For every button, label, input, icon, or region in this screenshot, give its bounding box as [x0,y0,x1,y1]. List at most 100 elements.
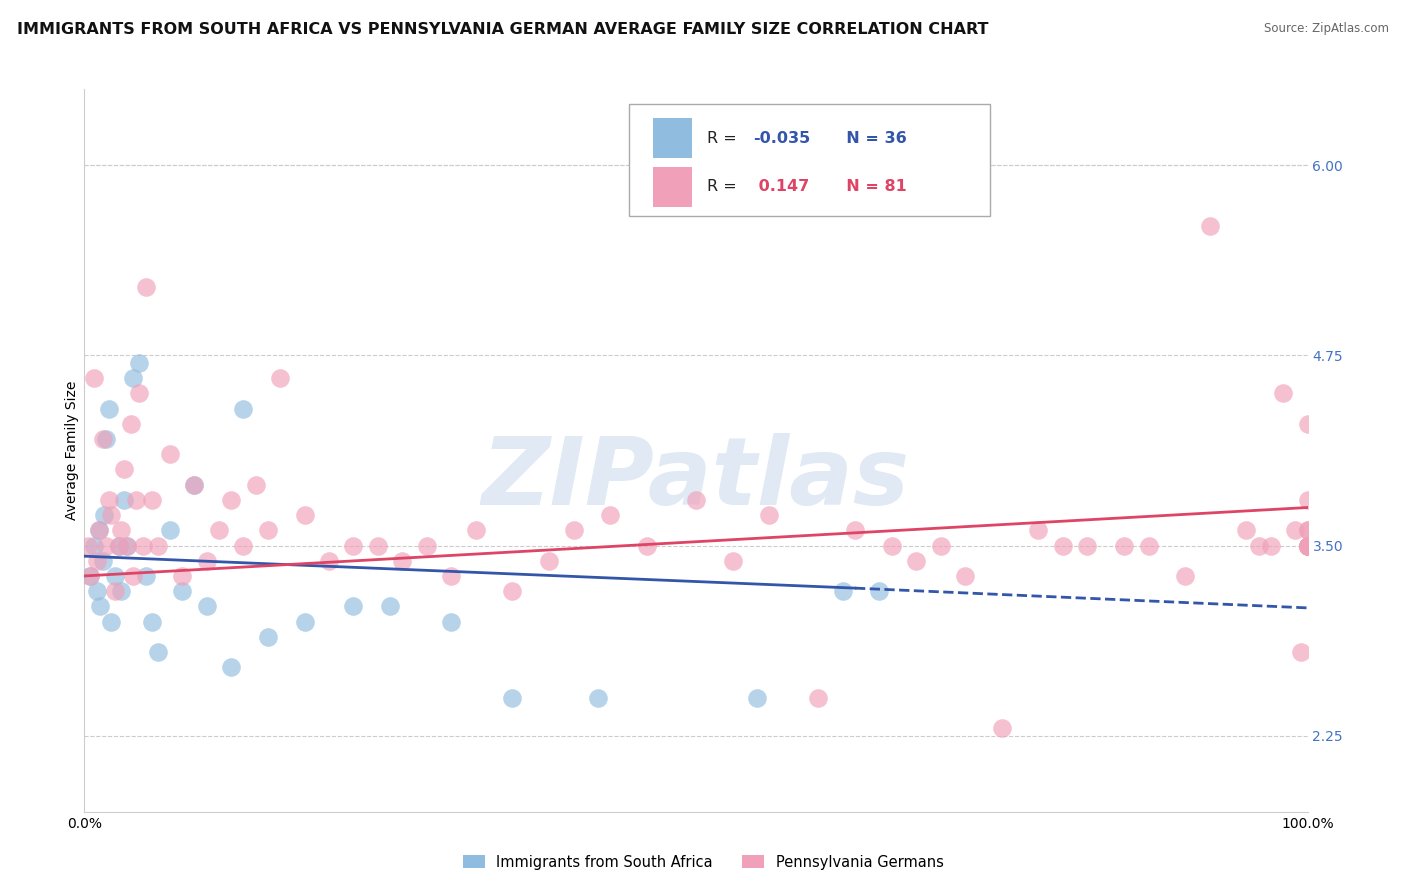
Point [77,539,100,553]
Point [538,554,561,568]
Point [380,599,402,614]
Point [721,554,744,568]
Point [1296,539,1319,553]
Text: -0.035: -0.035 [754,131,811,145]
Point [636,539,658,553]
Point [110,524,132,538]
Point [115,539,138,553]
Point [416,539,439,553]
Point [1296,524,1319,538]
Point [172,584,194,599]
Point [104,569,127,583]
Point [245,477,267,491]
Point [232,401,254,416]
Point [195,554,218,568]
Point [1296,539,1319,553]
Point [562,524,585,538]
Point [132,539,155,553]
Point [747,690,769,705]
Point [1052,539,1074,553]
Point [685,492,707,507]
Text: IMMIGRANTS FROM SOUTH AFRICA VS PENNSYLVANIA GERMAN AVERAGE FAMILY SIZE CORRELAT: IMMIGRANTS FROM SOUTH AFRICA VS PENNSYLV… [17,22,988,37]
Point [1296,524,1319,538]
Point [1247,539,1270,553]
Point [112,492,135,507]
Point [502,690,524,705]
Text: N = 81: N = 81 [835,179,907,194]
Point [97,492,120,507]
Point [159,524,181,538]
Point [91,554,114,568]
Point [208,524,231,538]
Point [257,524,280,538]
Point [91,432,114,446]
Point [905,554,928,568]
Point [1296,539,1319,553]
Point [1284,524,1306,538]
Point [112,462,135,476]
Point [1296,539,1319,553]
Point [79,569,101,583]
Point [183,477,205,491]
Point [146,539,169,553]
Point [1076,539,1098,553]
Point [391,554,413,568]
Point [1137,539,1160,553]
Point [269,371,291,385]
Point [97,401,120,416]
Point [844,524,866,538]
Point [122,371,145,385]
Point [183,477,205,491]
Point [115,539,138,553]
Point [464,524,486,538]
Point [128,356,150,370]
Point [100,508,122,522]
Point [880,539,903,553]
Point [1174,569,1197,583]
Point [232,539,254,553]
Point [141,615,163,629]
Legend: Immigrants from South Africa, Pennsylvania Germans: Immigrants from South Africa, Pennsylvan… [457,849,949,876]
Point [86,584,108,599]
Point [991,721,1014,735]
Point [96,432,118,446]
Y-axis label: Average Family Size: Average Family Size [65,381,79,520]
Point [1296,539,1319,553]
Point [83,371,105,385]
Point [172,569,194,583]
Point [440,569,463,583]
Point [869,584,891,599]
Point [87,524,110,538]
Point [1114,539,1136,553]
Point [342,539,364,553]
Point [89,599,111,614]
Point [83,539,105,553]
Point [953,569,976,583]
Point [120,417,142,431]
Point [93,508,115,522]
Point [104,584,127,599]
Point [86,554,108,568]
Point [294,508,316,522]
Point [1296,492,1319,507]
FancyBboxPatch shape [654,167,692,207]
Point [257,630,280,644]
Point [107,539,129,553]
Point [146,645,169,659]
Point [586,690,609,705]
Point [807,690,830,705]
Point [1296,539,1319,553]
Point [107,539,129,553]
Text: 0.147: 0.147 [754,179,810,194]
Point [758,508,780,522]
Point [79,569,101,583]
Point [1291,645,1313,659]
Text: Source: ZipAtlas.com: Source: ZipAtlas.com [1264,22,1389,36]
Point [1272,386,1295,401]
Point [159,447,181,461]
Point [1028,524,1050,538]
Point [100,615,122,629]
Point [440,615,463,629]
Point [1296,539,1319,553]
Point [599,508,621,522]
